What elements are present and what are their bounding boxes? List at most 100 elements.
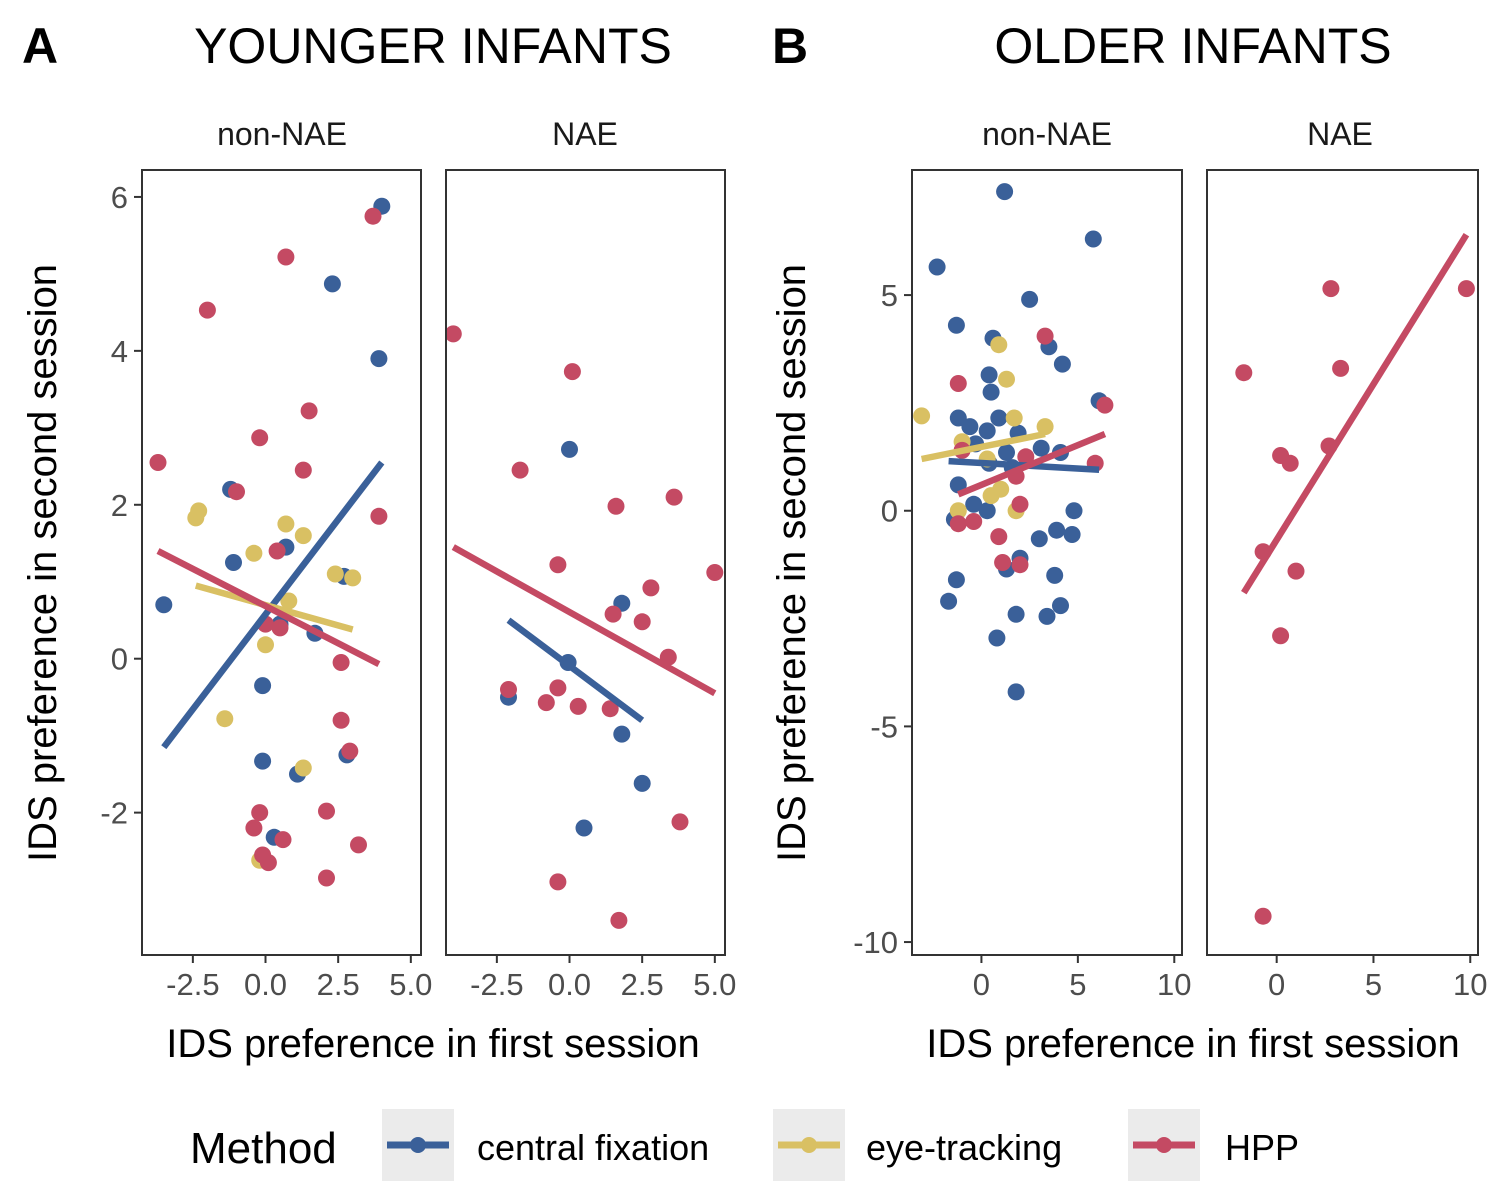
- point-a-nae-central-fixation-5: [633, 774, 651, 792]
- y-tick-label-a-non-nae-1: 0: [111, 642, 128, 677]
- point-b-nae-hpp-3: [1235, 364, 1253, 382]
- point-a-non-nae-central-fixation-10: [254, 677, 272, 695]
- plot-area-a-non-nae: [149, 197, 391, 887]
- point-a-non-nae-hpp-43: [245, 819, 263, 837]
- point-a-non-nae-eye-tracking-23: [344, 569, 362, 587]
- point-b-non-nae-hpp-61: [990, 528, 1008, 546]
- y-tick-label-a-non-nae-3: 4: [111, 334, 128, 369]
- point-a-non-nae-hpp-48: [254, 846, 272, 864]
- x-tick-label-a-non-nae-1: 0.0: [244, 967, 287, 1002]
- point-b-non-nae-central-fixation-38: [988, 629, 1006, 647]
- fit-line-a-nae-hpp: [451, 544, 717, 697]
- point-a-nae-hpp-22: [601, 700, 619, 718]
- point-a-non-nae-central-fixation-6: [323, 275, 341, 293]
- panel-letter-b: B: [772, 18, 808, 74]
- point-b-nae-hpp-9: [1272, 627, 1290, 645]
- point-b-non-nae-central-fixation-11: [949, 409, 967, 427]
- point-b-non-nae-eye-tracking-42: [998, 370, 1015, 388]
- point-a-non-nae-hpp-49: [318, 869, 335, 887]
- y-tick-label-a-non-nae-0: -2: [100, 796, 128, 831]
- point-b-nae-hpp-1: [1457, 280, 1475, 298]
- point-a-nae-hpp-12: [549, 556, 567, 574]
- point-b-non-nae-central-fixation-24: [978, 502, 996, 520]
- point-b-non-nae-hpp-52: [1036, 327, 1054, 345]
- legend-label-eye-tracking: eye-tracking: [866, 1127, 1062, 1168]
- point-a-nae-hpp-18: [500, 681, 517, 698]
- point-b-non-nae-hpp-51: [949, 375, 967, 392]
- y-tick-label-a-non-nae-2: 2: [111, 488, 128, 523]
- x-tick-label-a-nae-0: -2.5: [470, 967, 523, 1002]
- point-a-non-nae-eye-tracking-25: [294, 759, 312, 777]
- point-a-non-nae-eye-tracking-20: [280, 592, 298, 610]
- panel-border-b-nae: [1206, 169, 1479, 956]
- point-a-non-nae-hpp-44: [274, 831, 292, 849]
- y-tick-label-b-non-nae-3: 5: [881, 278, 898, 313]
- panel-background-b-nae: [1207, 170, 1478, 955]
- panel-border-a-nae: [445, 169, 726, 956]
- panel-letter-a: A: [22, 18, 58, 74]
- point-a-non-nae-eye-tracking-17: [245, 544, 263, 562]
- panel-border-a-non-nae: [141, 169, 422, 956]
- point-a-non-nae-eye-tracking-19: [294, 527, 312, 545]
- point-b-non-nae-central-fixation-9: [982, 383, 1000, 401]
- y-axis-title-b: IDS preference in second session: [770, 264, 814, 862]
- point-b-non-nae-eye-tracking-43: [1005, 409, 1023, 427]
- point-a-nae-hpp-16: [633, 613, 651, 631]
- plot-area-b-nae: [1235, 232, 1475, 925]
- point-a-non-nae-hpp-27: [149, 454, 167, 471]
- plot-area-b-non-nae: [913, 183, 1114, 701]
- x-tick-label-a-nae-1: 0.0: [548, 967, 591, 1002]
- point-a-nae-hpp-15: [604, 605, 622, 623]
- point-b-non-nae-central-fixation-34: [940, 592, 958, 610]
- plot-area-a-nae: [446, 325, 724, 929]
- point-a-nae-hpp-11: [665, 488, 683, 506]
- point-a-non-nae-eye-tracking-24: [216, 710, 234, 728]
- point-a-non-nae-hpp-40: [332, 711, 350, 729]
- point-a-nae-central-fixation-4: [613, 725, 631, 743]
- point-a-non-nae-hpp-38: [370, 507, 388, 525]
- point-a-non-nae-hpp-30: [251, 429, 269, 447]
- point-b-non-nae-central-fixation-8: [980, 366, 998, 384]
- x-tick-label-b-non-nae-0: 0: [973, 967, 990, 1002]
- point-a-non-nae-eye-tracking-16: [190, 502, 208, 520]
- point-a-nae-hpp-13: [706, 564, 724, 581]
- point-b-non-nae-eye-tracking-48: [982, 487, 1000, 505]
- x-tick-label-b-nae-1: 5: [1365, 967, 1382, 1002]
- point-a-nae-hpp-9: [511, 461, 529, 479]
- y-tick-label-b-non-nae-1: -5: [870, 709, 898, 744]
- point-b-nae-hpp-0: [1322, 280, 1340, 298]
- point-a-non-nae-hpp-34: [268, 542, 286, 560]
- point-a-nae-hpp-24: [549, 873, 567, 891]
- legend-label-hpp: HPP: [1225, 1127, 1299, 1168]
- facet-label-a-nae: NAE: [552, 116, 618, 152]
- point-b-non-nae-hpp-62: [994, 554, 1012, 571]
- fit-line-a-non-nae-hpp: [156, 548, 381, 667]
- point-b-non-nae-central-fixation-39: [1007, 683, 1025, 701]
- point-a-non-nae-hpp-45: [318, 802, 335, 820]
- point-a-non-nae-hpp-28: [228, 483, 245, 501]
- y-tick-label-b-non-nae-2: 0: [881, 494, 898, 529]
- point-b-non-nae-eye-tracking-50: [949, 502, 967, 520]
- point-b-non-nae-central-fixation-28: [1063, 526, 1081, 543]
- point-a-non-nae-central-fixation-0: [155, 596, 173, 614]
- fit-line-a-nae-central-fixation: [506, 617, 645, 723]
- facet-label-b-non-nae: non-NAE: [982, 116, 1112, 152]
- x-tick-label-a-nae-3: 5.0: [693, 967, 736, 1002]
- panel-background-a-nae: [446, 170, 725, 955]
- point-a-non-nae-hpp-31: [277, 248, 295, 266]
- point-b-non-nae-central-fixation-37: [1038, 607, 1056, 625]
- point-b-non-nae-central-fixation-17: [998, 444, 1015, 461]
- point-b-non-nae-central-fixation-25: [1065, 502, 1083, 520]
- x-tick-label-a-nae-2: 2.5: [621, 967, 664, 1002]
- point-a-non-nae-eye-tracking-22: [326, 565, 344, 583]
- fit-line-b-nae-hpp: [1241, 232, 1470, 595]
- legend-key-point-central-fixation: [410, 1137, 426, 1153]
- point-b-non-nae-central-fixation-35: [1052, 597, 1069, 615]
- x-axis-title-a: IDS preference in first session: [166, 1022, 700, 1066]
- legend-title: Method: [190, 1124, 337, 1173]
- point-b-non-nae-eye-tracking-44: [1036, 418, 1054, 436]
- point-a-nae-hpp-20: [537, 694, 555, 712]
- point-a-non-nae-eye-tracking-18: [277, 515, 295, 533]
- point-b-non-nae-hpp-63: [1011, 556, 1029, 574]
- point-b-non-nae-eye-tracking-41: [990, 336, 1008, 354]
